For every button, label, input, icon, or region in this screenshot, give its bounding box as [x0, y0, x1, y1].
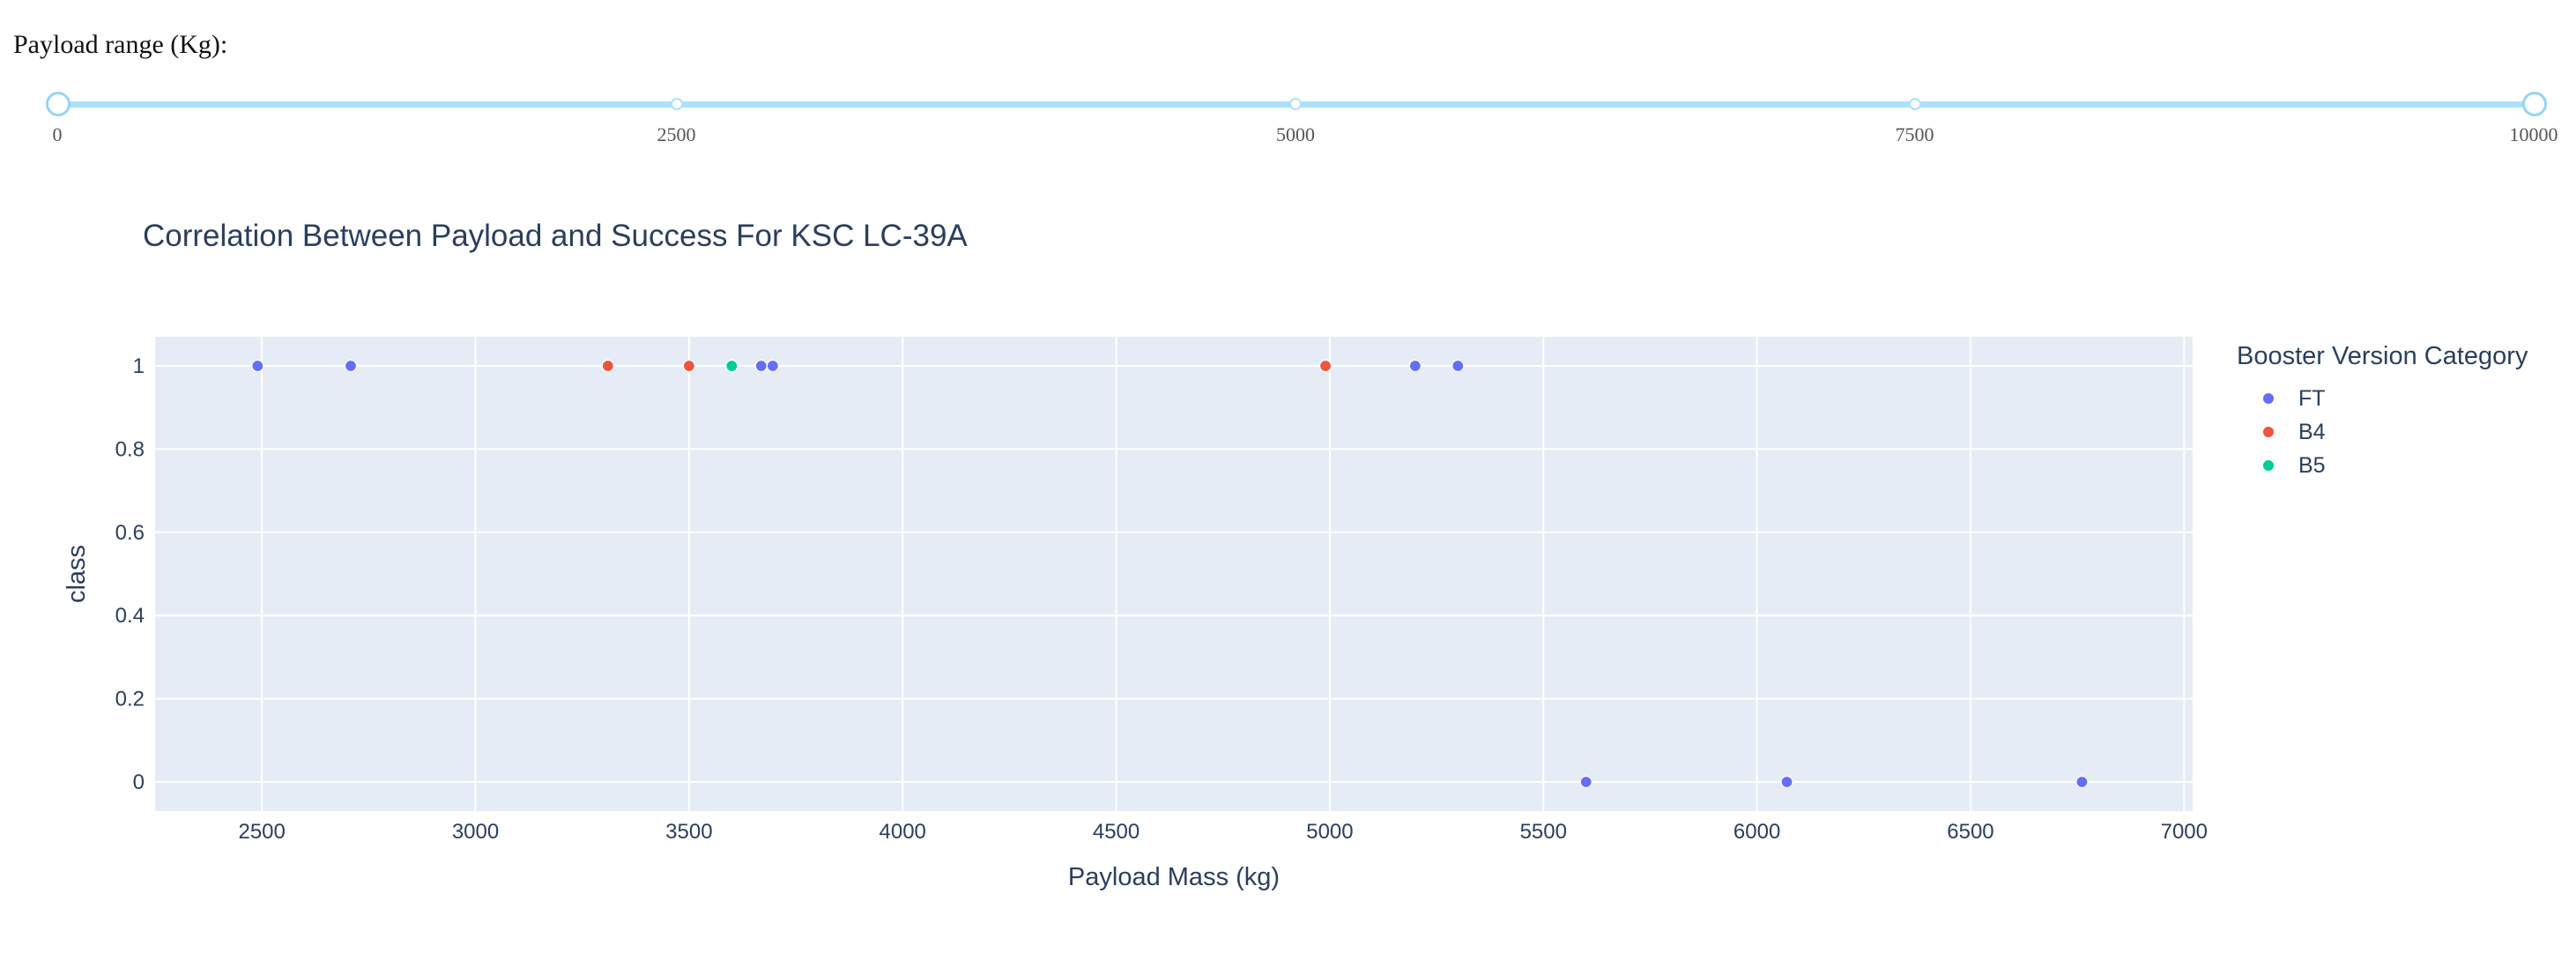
legend-swatch-ft	[2263, 393, 2274, 404]
legend-item-b5[interactable]: B5	[2263, 449, 2528, 482]
legend: Booster Version Category FT B4 B5	[2237, 342, 2528, 482]
data-point-b4[interactable]	[601, 359, 614, 373]
data-point-ft[interactable]	[766, 359, 779, 373]
x-tick-label: 6500	[1947, 820, 1993, 844]
data-point-ft[interactable]	[251, 359, 264, 373]
x-tick-label: 2500	[238, 820, 285, 844]
x-axis-title: Payload Mass (kg)	[1068, 863, 1280, 891]
slider-mark-dot-7500	[1908, 98, 1921, 110]
x-tick-label: 6000	[1733, 820, 1780, 844]
data-point-ft[interactable]	[1579, 775, 1592, 789]
legend-label: FT	[2298, 385, 2326, 411]
slider-handle-min[interactable]	[46, 92, 71, 116]
x-tick-label: 3500	[665, 820, 712, 844]
slider-mark-label[interactable]: 7500	[1895, 123, 1934, 145]
payload-range-slider[interactable]: 0 2500 5000 7500 10000	[46, 92, 2558, 145]
data-point-b4[interactable]	[682, 359, 695, 373]
y-tick-label: 0.8	[115, 437, 145, 461]
x-tick-label: 7000	[2161, 820, 2208, 844]
y-axis-title: class	[63, 545, 91, 603]
x-tick-label: 3000	[452, 820, 499, 844]
slider-mark-label[interactable]: 10000	[2509, 123, 2558, 145]
data-point-ft[interactable]	[344, 359, 358, 373]
x-tick-label: 5000	[1306, 820, 1353, 844]
legend-swatch-b5	[2263, 460, 2274, 471]
y-tick-label: 0	[133, 771, 145, 794]
y-tick-label: 1	[133, 354, 145, 378]
legend-swatch-b4	[2263, 427, 2274, 437]
data-point-b4[interactable]	[1318, 359, 1333, 373]
x-tick-label: 4500	[1093, 820, 1140, 844]
data-point-ft[interactable]	[754, 359, 768, 373]
legend-item-ft[interactable]: FT	[2263, 382, 2528, 415]
data-point-ft[interactable]	[1408, 359, 1422, 373]
x-tick-label: 4000	[880, 820, 926, 844]
payload-range-label: Payload range (Kg):	[13, 30, 228, 59]
x-tick-label: 5500	[1520, 820, 1567, 844]
slider-handle-max[interactable]	[2522, 92, 2547, 116]
legend-label: B5	[2298, 452, 2326, 478]
legend-item-b4[interactable]: B4	[2263, 415, 2528, 449]
y-tick-label: 0.2	[115, 688, 145, 711]
data-point-ft[interactable]	[1451, 359, 1465, 373]
y-tick-label: 0.6	[115, 521, 145, 545]
slider-mark-dot-5000	[1289, 98, 1302, 110]
data-points[interactable]	[251, 359, 2089, 789]
data-point-ft[interactable]	[1780, 775, 1793, 789]
slider-mark-label[interactable]: 0	[52, 123, 63, 145]
y-axis-ticks: 0 0.2 0.4 0.6 0.8 1	[115, 354, 145, 794]
slider-mark-dot-2500	[670, 98, 683, 110]
chart-title: Correlation Between Payload and Success …	[143, 219, 968, 253]
slider-mark-label[interactable]: 2500	[657, 123, 696, 145]
grid-lines	[155, 337, 2193, 811]
y-tick-label: 0.4	[115, 604, 145, 628]
slider-mark-label[interactable]: 5000	[1276, 123, 1315, 145]
legend-title: Booster Version Category	[2237, 342, 2528, 370]
x-axis-ticks: 2500 3000 3500 4000 4500 5000 5500 6000 6500 7000	[238, 820, 2208, 844]
legend-label: B4	[2298, 419, 2326, 444]
data-point-b5[interactable]	[725, 359, 739, 373]
data-point-ft[interactable]	[2075, 775, 2089, 789]
plot-area[interactable]	[155, 337, 2193, 811]
